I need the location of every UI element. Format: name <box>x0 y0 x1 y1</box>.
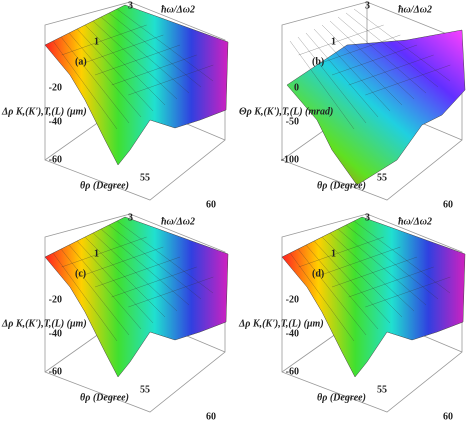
z-tick-label: -50 <box>286 116 299 127</box>
panel-tag: (a) <box>75 56 87 67</box>
top-tick-label: 1 <box>331 36 336 47</box>
top-axis-label: ħω/Δω2 <box>398 4 432 15</box>
x-tick-label: 55 <box>377 384 387 395</box>
top-tick-label: 3 <box>128 0 133 11</box>
z-tick-label: -60 <box>286 366 299 377</box>
surface <box>286 29 466 186</box>
x-tick-label: 60 <box>443 411 453 422</box>
z-tick-label: -40 <box>49 116 62 127</box>
panel-tag: (b) <box>312 56 324 67</box>
x-tick-label: 60 <box>443 199 453 210</box>
panel-tag: (c) <box>75 268 86 279</box>
z-tick-label: -20 <box>49 82 62 93</box>
panel: ħω/Δω2 3 1 (b) 0 -50 -100 Θρ K,(K'),T,(L) (mrad… <box>239 0 466 210</box>
z-tick-label: -60 <box>49 366 62 377</box>
z-tick-label: -100 <box>281 154 299 165</box>
panel-tag: (d) <box>312 268 324 279</box>
x-tick-label: 55 <box>140 172 150 183</box>
surface <box>44 4 229 166</box>
x-tick-label: 55 <box>377 172 387 183</box>
z-axis-label: Δρ K,(K'),T,(L) (μm) <box>238 318 324 329</box>
surface-mesh <box>289 220 451 342</box>
x-axis-label: θρ (Degree) <box>80 180 129 191</box>
x-axis-label: θρ (Degree) <box>317 180 366 191</box>
panel: ħω/Δω2 3 1 (c) -20 -40 -60 Δρ K,(K'),T,(L) (μm)… <box>1 212 229 422</box>
z-axis-label: Θρ K,(K'),T,(L) (mrad) <box>239 106 333 117</box>
z-tick-label: -40 <box>286 328 299 339</box>
z-tick-label: 0 <box>294 82 299 93</box>
top-tick-label: 1 <box>94 248 99 259</box>
surface-mesh <box>52 220 214 342</box>
z-tick-label: -20 <box>286 294 299 305</box>
x-axis-label: θρ (Degree) <box>317 392 366 403</box>
top-tick-label: 3 <box>128 212 133 223</box>
z-axis-label: Δρ K,(K'),T,(L) (μm) <box>1 106 87 117</box>
top-tick-label: 1 <box>94 36 99 47</box>
x-tick-label: 60 <box>206 199 216 210</box>
x-tick-label: 55 <box>140 384 150 395</box>
top-tick-label: 3 <box>365 0 370 11</box>
z-tick-label: -40 <box>49 328 62 339</box>
top-tick-label: 3 <box>365 212 370 223</box>
x-tick-label: 60 <box>206 411 216 422</box>
surface <box>281 216 466 378</box>
top-tick-label: 1 <box>331 248 336 259</box>
surface <box>44 216 229 378</box>
top-axis-label: ħω/Δω2 <box>161 216 195 227</box>
top-axis-label: ħω/Δω2 <box>398 216 432 227</box>
z-tick-label: -20 <box>49 294 62 305</box>
surface-mesh <box>289 8 451 130</box>
z-tick-label: -60 <box>49 154 62 165</box>
x-axis-label: θρ (Degree) <box>80 392 129 403</box>
surface-mesh <box>52 8 214 130</box>
panel: ħω/Δω2 3 1 (d) -20 -40 -60 Δρ K,(K'),T,(L) (μm)… <box>238 212 466 422</box>
top-axis-label: ħω/Δω2 <box>161 4 195 15</box>
panel: ħω/Δω2 3 1 (a) -20 -40 -60 Δρ K,(K'),T,(L) (μm)… <box>1 0 229 210</box>
z-axis-label: Δρ K,(K'),T,(L) (μm) <box>1 318 87 329</box>
